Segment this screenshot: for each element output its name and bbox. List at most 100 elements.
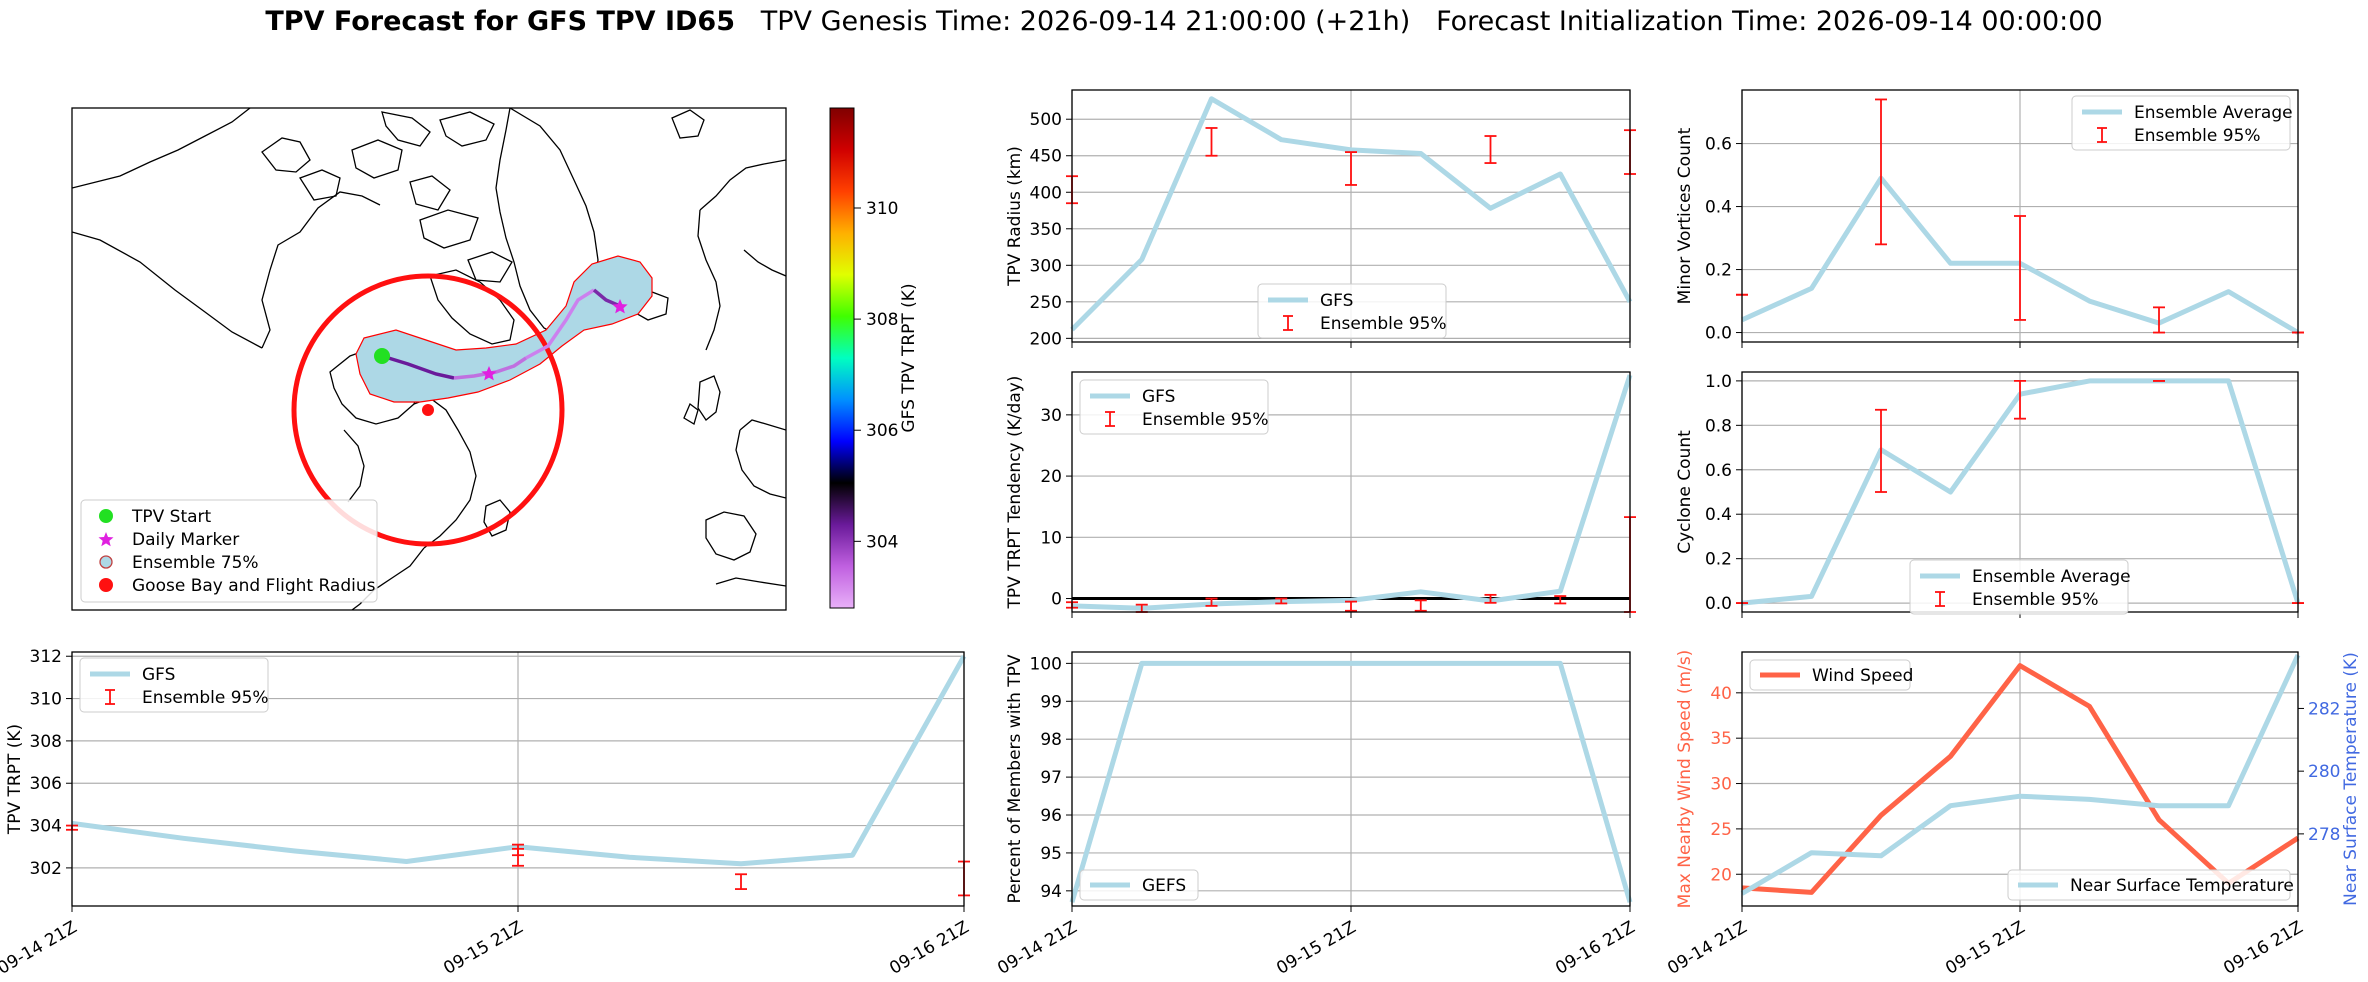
legend-ensemble-label: Ensemble 75% (132, 553, 259, 573)
figure-title-init: Forecast Initialization Time: 2026-09-14… (1436, 6, 2103, 37)
y-tick-label: 0.6 (1705, 135, 1732, 155)
legend-goose-bay-label: Goose Bay and Flight Radius (132, 576, 376, 596)
chart-minor: 0.0 0.2 0.4 0.6 Minor Vortices Count Ensemble… (1675, 89, 2304, 348)
y-tick-label: 1.0 (1705, 372, 1732, 392)
chart-legend: Ensemble Average Ensemble 95% (1909, 559, 2131, 615)
chart-members: 94 95 96 97 98 99 100 09-14 21Z 09-15 21Z 09-16 2… (994, 651, 1639, 979)
series-line-gfs (1071, 374, 1633, 611)
chart-trpt: 302 304 306 308 310 312 09-14 21Z 09-15 21Z 09-1… (0, 647, 973, 979)
y-tick-label: 0.2 (1705, 550, 1732, 570)
legend-errorbar-label: Ensemble 95% (1142, 410, 1269, 430)
y-tick-label: 95 (1040, 844, 1062, 864)
chart-legend: GFS Ensemble 95% (79, 657, 269, 713)
chart-legend: GFS Ensemble 95% (1257, 283, 1447, 339)
x-tick-label: 09-14 21Z (0, 917, 81, 978)
y-tick-label: 308 (30, 732, 62, 752)
y2-axis-label: Near Surface Temperature (K) (2341, 652, 2361, 906)
x-tick-label: 09-16 21Z (886, 917, 972, 978)
series-line-gefs (1069, 660, 1633, 903)
x-tick-label: 09-15 21Z (440, 917, 526, 978)
y-tick-label: 96 (1040, 806, 1062, 826)
flight-radius-circle (291, 273, 565, 547)
legend-series-label: Wind Speed (1812, 666, 1913, 686)
legend-ensemble-icon (99, 555, 113, 569)
legend-series-label: GFS (142, 665, 175, 685)
chart-legend: GEFS (1079, 869, 1199, 901)
y-tick-label: 450 (1030, 147, 1062, 167)
y-tick-label: 25 (1710, 820, 1732, 840)
tpv-track-early (381, 354, 455, 380)
y-axis-label: TPV TRPT Tendency (K/day) (1005, 376, 1025, 610)
y-axis-label: Cyclone Count (1675, 430, 1695, 554)
y-tick-label: 300 (1030, 256, 1062, 276)
x-tick-label: 09-15 21Z (1273, 917, 1359, 978)
y-tick-label: 350 (1030, 220, 1062, 240)
tpv-start-marker (374, 348, 390, 364)
y-axis-label: TPV TRPT (K) (5, 724, 25, 835)
colorbar-gradient (829, 107, 855, 609)
daily-marker-star-1 (481, 366, 497, 381)
legend-series-label: GFS (1142, 387, 1175, 407)
map-legend: TPV Start Daily Marker Ensemble 75% Goos… (80, 499, 378, 603)
figure-title-genesis: TPV Genesis Time: 2026-09-14 21:00:00 (+… (760, 6, 1411, 37)
ensemble-75-shading (355, 255, 653, 403)
legend-box (1079, 869, 1199, 901)
plot-frame (71, 651, 965, 907)
legend-tpv-start-label: TPV Start (131, 507, 212, 527)
y-tick-label: 30 (1040, 406, 1062, 426)
y-tick-label: 0.4 (1705, 198, 1732, 218)
legend-errorbar-label: Ensemble 95% (142, 688, 269, 708)
plot-frame (1071, 651, 1631, 907)
colorbar-tick-label: 310 (866, 199, 898, 219)
legend-errorbar-label: Ensemble 95% (2134, 126, 2261, 146)
legend-errorbar-label: Ensemble 95% (1972, 590, 2099, 610)
x-tick-label: 09-14 21Z (1664, 917, 1750, 978)
y-tick-label: 0.4 (1705, 505, 1732, 525)
colorbar-tick-label: 306 (866, 421, 898, 441)
y-tick-label: 500 (1030, 110, 1062, 130)
y2-tick-label: 282 (2308, 699, 2340, 719)
legend-series-label: GEFS (1142, 876, 1186, 896)
legend-errorbar-label: Ensemble 95% (1320, 314, 1447, 334)
x-tick-label: 09-16 21Z (2220, 917, 2306, 978)
series-line-near-surface-temperature (1740, 654, 2301, 896)
plot-frame (1741, 651, 2299, 907)
legend-goose-bay-icon (99, 578, 113, 592)
y-tick-label: 0 (1051, 590, 1062, 610)
chart-cyclone: 0.0 0.2 0.4 0.6 0.8 1.0 Cyclone Count Ensemble … (1675, 371, 2304, 618)
y2-tick-label: 278 (2308, 825, 2340, 845)
daily-marker-star-2 (612, 299, 628, 314)
y-tick-label: 0.0 (1705, 594, 1732, 614)
legend-series-label: GFS (1320, 291, 1353, 311)
figure-title-bold: TPV Forecast for GFS TPV ID65 (265, 6, 735, 37)
legend-tpv-start-icon (99, 509, 113, 523)
legend-box (1749, 659, 1911, 691)
chart-legend: Near Surface Temperature (2007, 869, 2294, 901)
y-tick-label: 304 (30, 817, 62, 837)
series-line-wind-speed (1741, 663, 2300, 895)
legend-series-label: Near Surface Temperature (2070, 876, 2294, 896)
y-tick-label: 20 (1040, 467, 1062, 487)
y-axis-label: TPV Radius (km) (1005, 146, 1025, 287)
y-tick-label: 98 (1040, 730, 1062, 750)
colorbar-tick-label: 308 (866, 310, 898, 330)
chart-wind: 20 25 30 35 40 09-14 21Z 09-15 21Z 09-16 21Z Max… (1664, 650, 2361, 979)
x-tick-label: 09-15 21Z (1942, 917, 2028, 978)
y-tick-label: 0.0 (1705, 324, 1732, 344)
legend-daily-marker-icon (98, 532, 114, 547)
chart-legend: Ensemble Average Ensemble 95% (2071, 95, 2293, 151)
plot-frame (1071, 89, 1631, 343)
y-tick-label: 400 (1030, 183, 1062, 203)
y2-tick-label: 280 (2308, 762, 2340, 782)
y-axis-label: Percent of Members with TPV (1005, 654, 1025, 903)
y-tick-label: 97 (1040, 768, 1062, 788)
y-tick-label: 306 (30, 774, 62, 794)
chart-legend: Wind Speed (1749, 659, 1913, 691)
y-tick-label: 310 (30, 690, 62, 710)
colorbar-tick-label: 304 (866, 532, 898, 552)
y-tick-label: 99 (1040, 692, 1062, 712)
tpv-track-late (525, 288, 595, 360)
map-panel: TPV Start Daily Marker Ensemble 75% Goos… (71, 107, 919, 611)
